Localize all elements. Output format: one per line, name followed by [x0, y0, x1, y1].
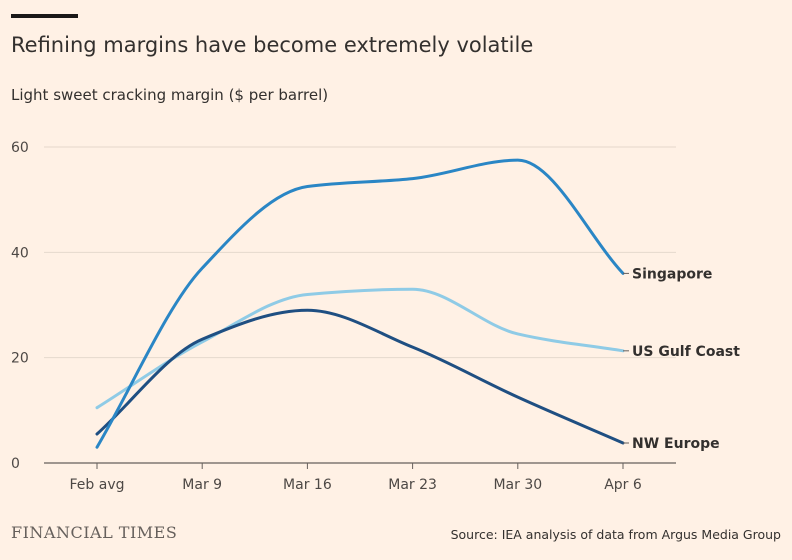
- header-rule: [11, 14, 78, 18]
- y-tick-label: 60: [11, 140, 29, 156]
- x-tick-label: Mar 9: [182, 477, 222, 493]
- series-label-us-gulf-coast: US Gulf Coast: [632, 344, 740, 360]
- x-tick-labels: Feb avg Mar 9 Mar 16 Mar 23 Mar 30 Apr 6: [70, 463, 642, 493]
- series-lines: [95, 158, 625, 449]
- y-tick-label: 20: [11, 351, 29, 367]
- y-tick-label: 0: [11, 456, 20, 472]
- ft-logo: FINANCIAL TIMES: [11, 523, 178, 542]
- x-tick-label: Apr 6: [604, 477, 642, 493]
- x-tick-label: Mar 16: [283, 477, 332, 493]
- x-tick-label: Mar 30: [493, 477, 542, 493]
- series-line-nw-europe: [95, 308, 625, 445]
- y-tick-labels: 0 20 40 60: [11, 140, 29, 472]
- series-labels: US Gulf Coast NW Europe Singapore: [623, 266, 740, 452]
- source-note: Source: IEA analysis of data from Argus …: [450, 527, 781, 542]
- chart-subtitle: Light sweet cracking margin ($ per barre…: [11, 86, 329, 104]
- series-line-us-gulf-coast: [95, 287, 625, 410]
- series-label-nw-europe: NW Europe: [632, 436, 720, 452]
- series-label-singapore: Singapore: [632, 266, 712, 282]
- x-tick-label: Feb avg: [70, 477, 125, 493]
- y-tick-label: 40: [11, 245, 29, 261]
- x-tick-label: Mar 23: [388, 477, 437, 493]
- grid-lines: [44, 146, 676, 464]
- series-line-singapore: [95, 158, 625, 449]
- chart-title: Refining margins have become extremely v…: [11, 33, 534, 57]
